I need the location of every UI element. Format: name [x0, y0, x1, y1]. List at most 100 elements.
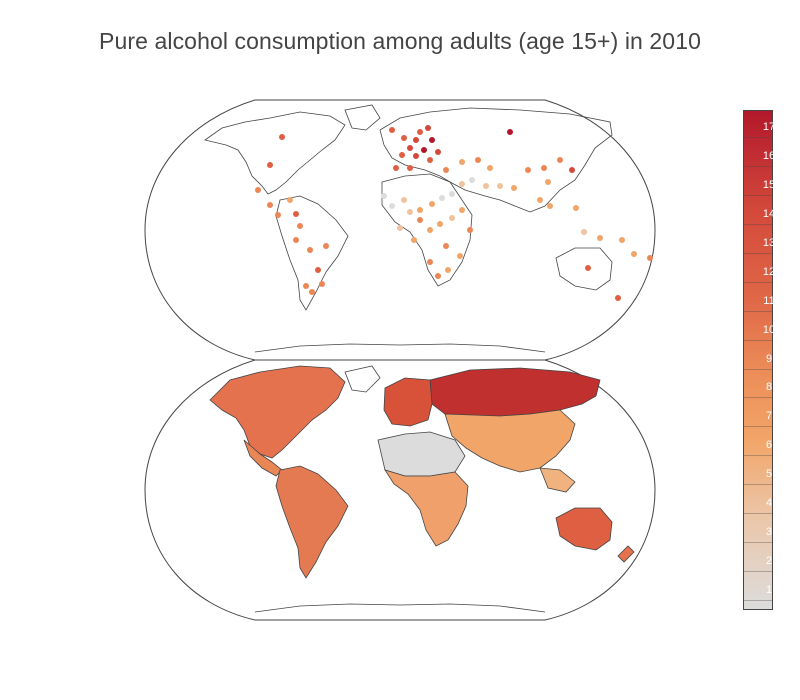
scatter-map[interactable] [144, 99, 656, 361]
country-point[interactable] [401, 197, 407, 203]
country-new-zealand[interactable] [617, 545, 635, 563]
scatter-map-land-south-america [275, 195, 349, 311]
country-point[interactable] [497, 183, 503, 189]
country-south-america[interactable] [275, 465, 349, 579]
colorbar-tick [743, 426, 773, 428]
country-point[interactable] [381, 193, 387, 199]
country-point[interactable] [487, 165, 493, 171]
country-africa-south[interactable] [384, 469, 469, 547]
country-north-america[interactable] [209, 365, 346, 459]
country-point[interactable] [435, 149, 441, 155]
country-point[interactable] [407, 165, 413, 171]
country-point[interactable] [525, 167, 531, 173]
country-point[interactable] [449, 215, 455, 221]
country-point[interactable] [439, 195, 445, 201]
country-point[interactable] [545, 179, 551, 185]
country-point[interactable] [309, 289, 315, 295]
country-point[interactable] [569, 167, 575, 173]
country-greenland [344, 365, 381, 393]
scatter-map-land-greenland [344, 104, 381, 131]
country-point[interactable] [443, 167, 449, 173]
country-point[interactable] [437, 221, 443, 227]
country-point[interactable] [459, 181, 465, 187]
country-point[interactable] [401, 135, 407, 141]
country-point[interactable] [417, 217, 423, 223]
scatter-points[interactable] [255, 125, 653, 301]
country-point[interactable] [615, 295, 621, 301]
country-africa-north[interactable] [377, 431, 466, 477]
country-point[interactable] [475, 157, 481, 163]
country-southeast-asia[interactable] [539, 467, 576, 493]
country-point[interactable] [429, 137, 435, 143]
colorbar-tick-label: 7 [765, 410, 773, 423]
colorbar-tick [743, 166, 773, 168]
colorbar-tick-label: 3 [765, 525, 773, 538]
country-point[interactable] [427, 157, 433, 163]
country-point[interactable] [297, 223, 303, 229]
country-point[interactable] [413, 137, 419, 143]
country-point[interactable] [287, 197, 293, 203]
country-point[interactable] [315, 267, 321, 273]
country-point[interactable] [585, 265, 591, 271]
country-point[interactable] [507, 129, 513, 135]
country-point[interactable] [445, 267, 451, 273]
country-point[interactable] [427, 227, 433, 233]
country-point[interactable] [425, 125, 431, 131]
country-point[interactable] [619, 237, 625, 243]
country-point[interactable] [319, 281, 325, 287]
country-point[interactable] [541, 165, 547, 171]
country-point[interactable] [467, 227, 473, 233]
country-point[interactable] [421, 147, 427, 153]
choropleth-map-frame [144, 359, 656, 621]
country-point[interactable] [411, 237, 417, 243]
country-point[interactable] [393, 165, 399, 171]
country-australia[interactable] [555, 507, 613, 551]
chart-title: Pure alcohol consumption among adults (a… [99, 28, 701, 54]
country-asia[interactable] [444, 409, 576, 473]
country-point[interactable] [573, 205, 579, 211]
country-point[interactable] [267, 162, 273, 168]
country-point[interactable] [407, 145, 413, 151]
country-point[interactable] [389, 127, 395, 133]
country-point[interactable] [397, 225, 403, 231]
scatter-map-land-north-america [204, 111, 346, 195]
country-point[interactable] [399, 152, 405, 158]
country-point[interactable] [303, 283, 309, 289]
country-point[interactable] [449, 191, 455, 197]
country-point[interactable] [647, 255, 653, 261]
country-point[interactable] [557, 157, 563, 163]
country-point[interactable] [389, 203, 395, 209]
colorbar [743, 110, 773, 610]
country-point[interactable] [631, 251, 637, 257]
country-point[interactable] [443, 243, 449, 249]
country-point[interactable] [597, 235, 603, 241]
country-point[interactable] [275, 212, 281, 218]
country-point[interactable] [457, 253, 463, 259]
country-point[interactable] [537, 197, 543, 203]
country-point[interactable] [429, 201, 435, 207]
country-point[interactable] [255, 187, 261, 193]
choropleth-map[interactable] [144, 359, 656, 621]
country-point[interactable] [413, 153, 419, 159]
country-point[interactable] [511, 185, 517, 191]
country-point[interactable] [407, 209, 413, 215]
country-point[interactable] [417, 207, 423, 213]
country-point[interactable] [279, 134, 285, 140]
country-point[interactable] [469, 177, 475, 183]
country-point[interactable] [581, 229, 587, 235]
country-europe[interactable] [383, 377, 433, 427]
country-point[interactable] [459, 159, 465, 165]
country-point[interactable] [459, 207, 465, 213]
country-point[interactable] [293, 237, 299, 243]
country-point[interactable] [547, 203, 553, 209]
country-point[interactable] [427, 259, 433, 265]
country-point[interactable] [293, 211, 299, 217]
country-russia[interactable] [429, 367, 601, 417]
country-point[interactable] [323, 243, 329, 249]
country-point[interactable] [417, 129, 423, 135]
country-point[interactable] [483, 183, 489, 189]
country-point[interactable] [307, 247, 313, 253]
country-point[interactable] [267, 202, 273, 208]
country-point[interactable] [435, 273, 441, 279]
